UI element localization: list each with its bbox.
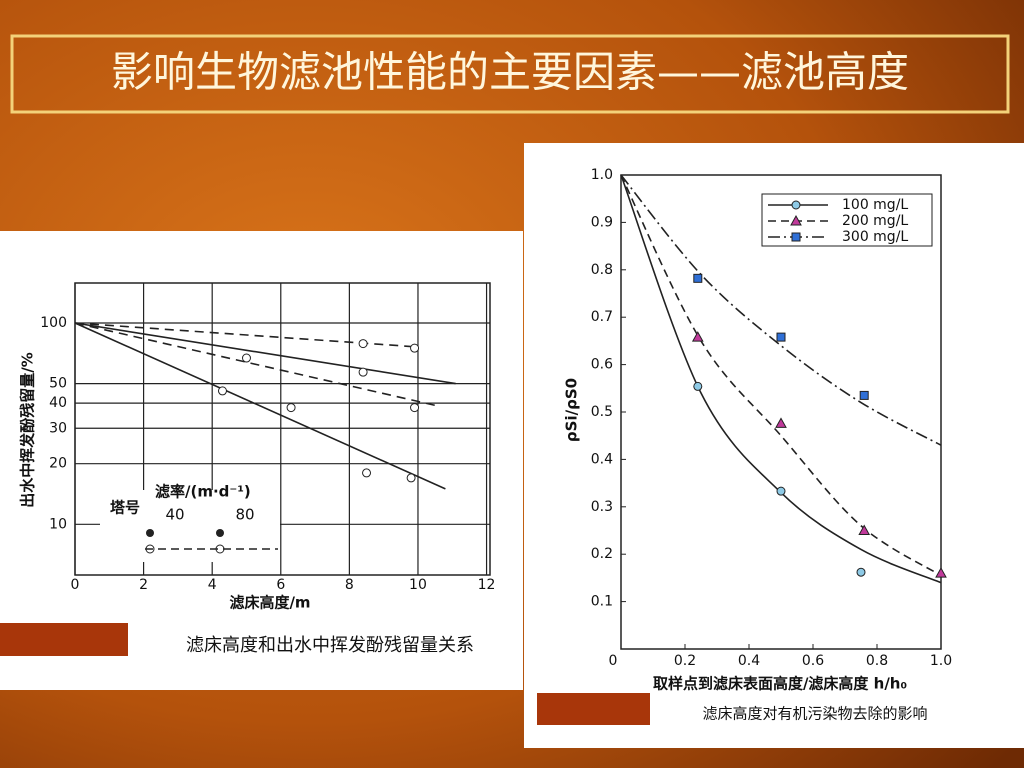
fit-line [74,322,456,385]
fit-line [74,322,446,490]
legend-marker [791,200,801,210]
y-tick-label: 1.0 [591,167,613,183]
x-tick-label: 0.2 [674,653,696,669]
left-panel [0,231,523,690]
fit-line [620,174,942,446]
marker [859,390,869,400]
y-tick-label: 0.4 [591,451,613,467]
fit-line [620,174,942,584]
marker [693,273,703,283]
legend-label: 300 mg/L [842,229,908,245]
title-frame [10,34,1010,114]
y-tick-label: 0.3 [591,499,613,515]
legend-marker [791,232,801,242]
marker [858,524,871,535]
x-tick-label: 4 [208,577,217,593]
y-tick-label: 0.9 [591,214,613,230]
x-tick-label: 8 [345,577,354,593]
marker [286,403,296,413]
fit-line [620,174,942,577]
marker [693,381,703,391]
marker [410,403,420,413]
caption-box [0,623,128,656]
marker [776,332,786,342]
marker [358,339,368,349]
y-tick-label: 40 [49,395,67,411]
marker [691,331,704,342]
legend-label: 200 mg/L [842,213,908,229]
y-tick-label: 100 [40,315,67,331]
marker [776,486,786,496]
x-tick-label: 0 [609,653,618,669]
x-tick-label: 6 [276,577,285,593]
chart-left: 0 2 4 6 8 10 12 10 20 30 40 50 100 滤床高度/m 出水中挥发酚残留量/% 滤… [19,282,496,656]
x-tick-label: 2 [139,577,148,593]
marker [362,468,372,478]
marker [935,567,947,578]
marker [775,417,787,428]
legend-marker [146,529,154,537]
legend-marker [790,214,802,226]
legend-title: 塔号 [110,499,140,517]
y-tick-label: 0.7 [591,309,613,325]
y-tick-label: 0.1 [591,594,613,610]
y-tick-label: 0.8 [591,262,613,278]
legend-label: 滤率/(m·d⁻¹) [155,483,251,501]
legend-label: 100 mg/L [842,197,908,213]
fit-line [74,322,436,407]
x-tick-label: 0.6 [802,653,824,669]
slide-title: 影响生物滤池性能的主要因素——滤池高度 [111,48,909,97]
y-tick-label: 0.2 [591,546,613,562]
x-tick-label: 1.0 [930,653,952,669]
x-tick-label: 12 [478,577,496,593]
caption: 滤床高度对有机污染物去除的影响 [702,705,927,723]
y-tick-label: 0.6 [591,357,613,373]
x-tick-label: 10 [409,577,427,593]
y-tick-label: 50 [49,376,67,392]
marker [410,343,420,353]
legend-marker [216,529,224,537]
marker [217,386,227,396]
marker [241,353,251,363]
marker [406,473,416,483]
legend-bg [100,490,280,562]
x-axis-label: 取样点到滤床表面高度/滤床高度 h/h₀ [653,675,907,693]
y-tick-label: 0.5 [591,404,613,420]
y-tick-label: 30 [49,420,67,436]
caption: 滤床高度和出水中挥发酚残留量关系 [186,635,474,656]
marker [358,367,368,377]
chart-right: 0 0.2 0.4 0.6 0.8 1.0 0.1 0.2 0.3 0.4 0.5 0.6 0.7 0.8… [563,167,953,723]
legend-label: 40 [165,506,184,524]
x-tick-label: 0.8 [866,653,888,669]
y-tick-label: 10 [49,516,67,532]
x-tick-label: 0 [71,577,80,593]
y-axis-label: 出水中挥发酚残留量/% [19,352,37,508]
legend-label: 80 [235,506,254,524]
caption-box [537,693,650,725]
y-tick-label: 20 [49,456,67,472]
y-axis-label: ρSi/ρS0 [563,378,581,442]
marker [856,567,866,577]
x-axis-label: 滤床高度/m [229,594,310,612]
x-tick-label: 0.4 [738,653,760,669]
